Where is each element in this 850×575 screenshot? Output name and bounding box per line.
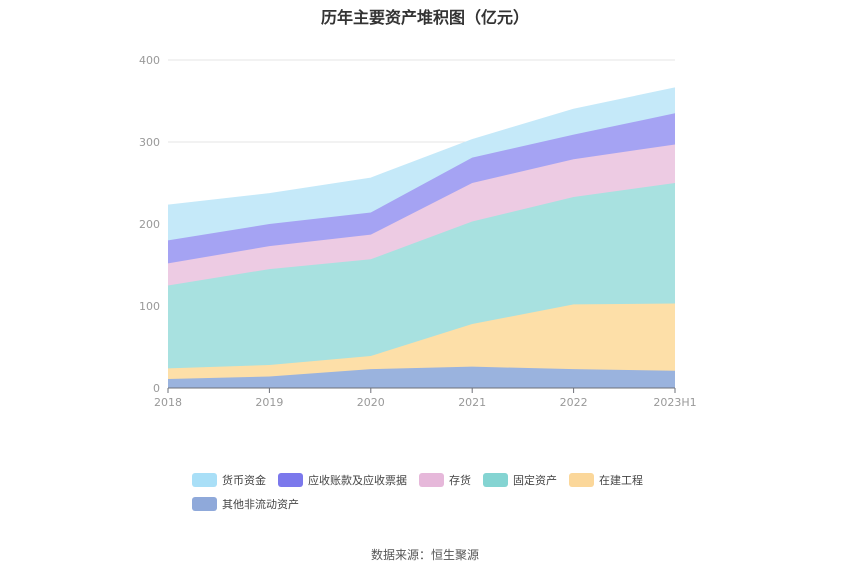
x-tick-label: 2019 bbox=[255, 396, 283, 409]
legend-item[interactable]: 在建工程 bbox=[569, 472, 643, 488]
legend-swatch-icon bbox=[278, 473, 303, 487]
legend-swatch-icon bbox=[419, 473, 444, 487]
legend-label: 货币资金 bbox=[222, 474, 266, 487]
source-note: 数据来源：恒生聚源 bbox=[370, 548, 479, 562]
area-series-layer bbox=[167, 87, 676, 388]
legend-label: 其他非流动资产 bbox=[222, 498, 299, 511]
legend-item[interactable]: 存货 bbox=[419, 472, 471, 488]
legend-swatch-icon bbox=[192, 473, 217, 487]
legend-item[interactable]: 货币资金 bbox=[192, 472, 266, 488]
y-tick-label: 0 bbox=[153, 382, 160, 395]
legend-item[interactable]: 固定资产 bbox=[483, 472, 557, 488]
legend-label: 在建工程 bbox=[599, 474, 643, 487]
y-tick-label: 100 bbox=[139, 300, 160, 313]
legend-swatch-icon bbox=[483, 473, 508, 487]
x-tick-label: 2021 bbox=[458, 396, 486, 409]
legend-swatch-icon bbox=[569, 473, 594, 487]
area-series-3[interactable] bbox=[168, 144, 675, 286]
area-top-line-5 bbox=[167, 87, 676, 206]
x-tick-label: 2022 bbox=[560, 396, 588, 409]
legend-label: 固定资产 bbox=[513, 474, 557, 487]
area-series-1[interactable] bbox=[168, 303, 675, 379]
x-tick-label: 2023H1 bbox=[653, 396, 696, 409]
axes: 0 100 200 300 400 2018 2019 2020 2021 2022 2023H1 bbox=[139, 54, 697, 409]
chart-title: 历年主要资产堆积图（亿元） bbox=[320, 8, 529, 27]
x-tick-label: 2020 bbox=[357, 396, 385, 409]
x-tick-label: 2018 bbox=[154, 396, 182, 409]
y-tick-label: 300 bbox=[139, 136, 160, 149]
area-series-2[interactable] bbox=[168, 183, 675, 369]
legend-label: 存货 bbox=[449, 474, 471, 487]
legend-item[interactable]: 应收账款及应收票据 bbox=[278, 472, 407, 488]
legend: 货币资金 应收账款及应收票据 存货 固定资产 在建工程其他非流动资产 bbox=[192, 472, 672, 520]
y-tick-label: 400 bbox=[139, 54, 160, 67]
y-tick-label: 200 bbox=[139, 218, 160, 231]
legend-swatch-icon bbox=[192, 497, 217, 511]
area-series-4[interactable] bbox=[168, 113, 675, 264]
area-series-5[interactable] bbox=[168, 87, 675, 241]
legend-label: 应收账款及应收票据 bbox=[308, 474, 407, 487]
area-series-0[interactable] bbox=[168, 366, 675, 388]
legend-item[interactable]: 其他非流动资产 bbox=[192, 496, 299, 512]
